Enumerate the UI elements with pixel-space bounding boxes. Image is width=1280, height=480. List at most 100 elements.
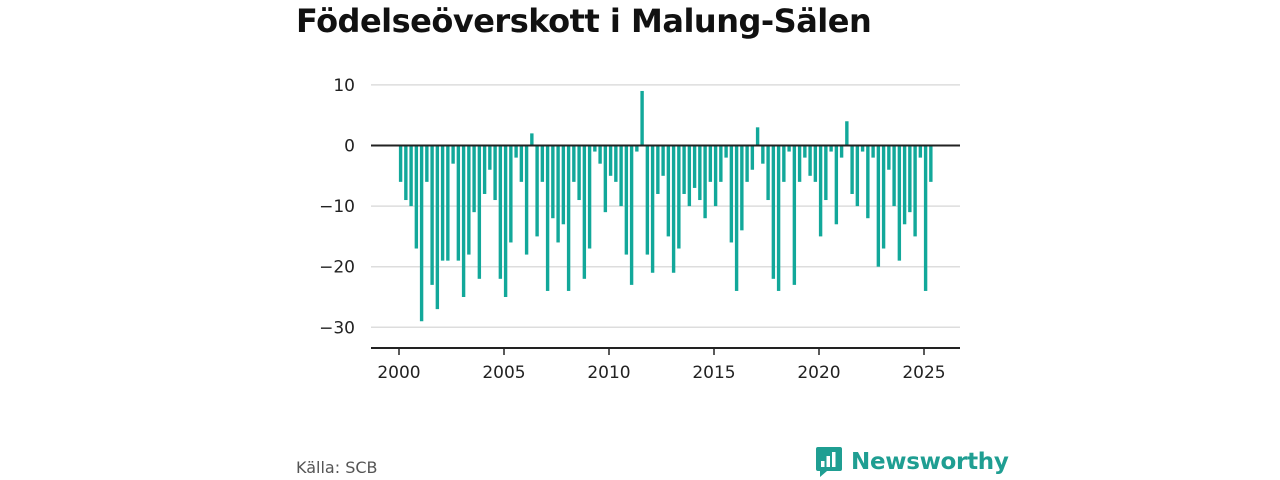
bar xyxy=(871,145,875,158)
bar xyxy=(677,145,681,249)
bar xyxy=(409,145,413,207)
brand-logo: Newsworthy xyxy=(815,446,1009,478)
bar xyxy=(545,145,550,291)
bar xyxy=(766,145,770,201)
bar xyxy=(456,145,461,261)
bar xyxy=(729,145,734,243)
bar xyxy=(519,145,524,182)
bar xyxy=(530,133,534,146)
bar xyxy=(876,145,881,267)
bar xyxy=(656,145,660,194)
bar xyxy=(635,145,639,152)
bar xyxy=(908,145,912,213)
bar xyxy=(923,145,928,291)
bar xyxy=(918,145,923,158)
bar xyxy=(614,145,618,182)
bar xyxy=(797,145,802,182)
x-tick-label: 2010 xyxy=(587,363,630,383)
bar xyxy=(666,145,671,237)
x-axis-labels: 2000 2005 2010 2015 2020 2025 xyxy=(377,363,945,383)
bars xyxy=(398,90,933,322)
bar xyxy=(782,145,786,182)
bar xyxy=(892,145,896,207)
bar xyxy=(803,145,807,158)
bar xyxy=(524,145,529,255)
bar xyxy=(687,145,692,207)
bar xyxy=(587,145,592,249)
bar xyxy=(703,145,707,219)
y-tick-label: −10 xyxy=(319,197,355,217)
bar xyxy=(829,145,833,152)
bar xyxy=(813,145,818,182)
bar xyxy=(724,145,728,158)
bar xyxy=(404,145,408,201)
bar xyxy=(671,145,676,273)
bar xyxy=(734,145,739,291)
bar xyxy=(771,145,776,279)
bar xyxy=(845,121,849,146)
bar xyxy=(467,145,471,255)
x-tick-label: 2025 xyxy=(902,363,945,383)
bar xyxy=(839,145,844,158)
bar xyxy=(624,145,629,255)
y-axis-labels: 10 0 −10 −20 −30 xyxy=(319,76,355,338)
bar xyxy=(488,145,492,170)
bar xyxy=(509,145,513,243)
bar xyxy=(566,145,571,291)
bar xyxy=(755,127,760,146)
bar xyxy=(535,145,539,237)
bar xyxy=(650,145,655,273)
bar xyxy=(761,145,765,164)
bar xyxy=(818,145,823,237)
bar xyxy=(719,145,723,182)
bar xyxy=(503,145,508,297)
bar xyxy=(461,145,466,297)
bar xyxy=(629,145,634,285)
bar xyxy=(834,145,839,225)
bar xyxy=(551,145,555,219)
bar xyxy=(572,145,576,182)
bar xyxy=(855,145,860,207)
bar xyxy=(593,145,597,152)
bar xyxy=(750,145,755,170)
bar xyxy=(425,145,429,182)
bar xyxy=(414,145,419,249)
bar xyxy=(640,90,644,146)
bar xyxy=(866,145,870,219)
bar xyxy=(514,145,518,158)
bar xyxy=(740,145,744,231)
bar xyxy=(698,145,702,201)
bar xyxy=(419,145,424,322)
bar xyxy=(661,145,665,176)
x-tick-label: 2000 xyxy=(377,363,420,383)
bar xyxy=(493,145,497,201)
bar xyxy=(808,145,812,176)
x-tick-label: 2005 xyxy=(482,363,525,383)
bar xyxy=(929,145,933,182)
bar xyxy=(451,145,455,164)
x-tick-label: 2020 xyxy=(797,363,840,383)
brand-name: Newsworthy xyxy=(851,449,1009,475)
bar xyxy=(708,145,713,182)
bar xyxy=(435,145,440,310)
x-tick-label: 2015 xyxy=(692,363,735,383)
axes xyxy=(371,144,960,355)
y-tick-label: 0 xyxy=(344,137,355,157)
bar xyxy=(398,145,403,182)
bar xyxy=(556,145,560,243)
bar xyxy=(824,145,828,201)
y-tick-label: −20 xyxy=(319,258,355,278)
y-tick-label: −30 xyxy=(319,318,355,338)
bar xyxy=(745,145,749,182)
bar xyxy=(472,145,476,213)
bar xyxy=(603,145,608,213)
bar xyxy=(787,145,791,152)
bar xyxy=(902,145,907,225)
source-note: Källa: SCB xyxy=(296,458,378,477)
bar xyxy=(913,145,917,237)
bar xyxy=(430,145,434,285)
bar xyxy=(692,145,697,188)
bar xyxy=(482,145,487,194)
bar xyxy=(619,145,623,207)
bar xyxy=(446,145,450,261)
